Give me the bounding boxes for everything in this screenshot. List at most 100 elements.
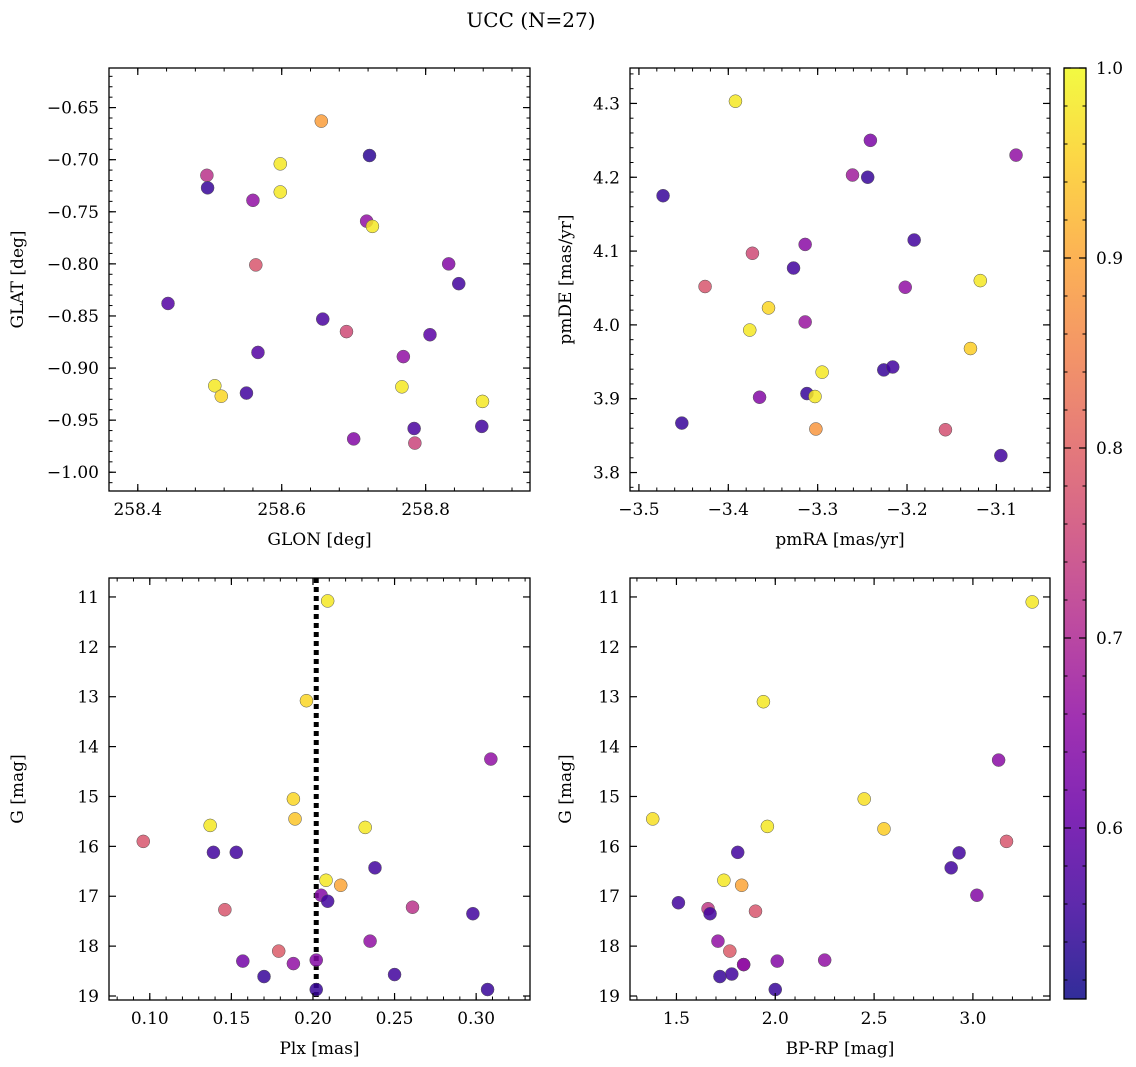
y-tick-label: 18 (77, 937, 99, 957)
y-tick-label: 4.3 (593, 94, 620, 114)
scatter-point (299, 693, 314, 708)
scatter-point (786, 261, 801, 275)
scatter-point (206, 845, 221, 860)
x-tick-label: 258.8 (401, 500, 450, 520)
x-tick-label: −3.5 (618, 500, 659, 520)
scatter-point (756, 694, 771, 709)
plot-area (109, 68, 530, 491)
scatter-point (944, 861, 958, 875)
plot-area (630, 578, 1050, 1000)
scatter-point (963, 341, 978, 356)
scatter-point (723, 944, 737, 958)
y-tick-label: 15 (598, 787, 620, 807)
colorbar-tick-label: 0.8 (1096, 439, 1123, 459)
scatter-point (815, 365, 829, 379)
scatter-point (339, 324, 354, 339)
y-tick-label: 4.1 (593, 242, 620, 262)
scatter-point (203, 818, 217, 833)
scatter-point (748, 904, 763, 918)
scatter-point (239, 386, 254, 400)
scatter-point (752, 390, 767, 404)
y-tick-label: 3.9 (593, 390, 620, 410)
y-axis-label: GLAT [deg] (8, 230, 28, 328)
y-tick-label: −0.85 (47, 307, 99, 327)
scatter-point (363, 934, 377, 948)
scatter-point (952, 846, 966, 860)
plots-layer: 258.4 258.6 258.8 −0.65 −0.70 −0.75 −0.80 −0.85… (8, 67, 1051, 1059)
y-tick-label: 12 (77, 638, 99, 658)
scatter-point (938, 422, 953, 437)
scatter-point (877, 822, 891, 836)
y-axis-label: pmDE [mas/yr] (556, 214, 576, 344)
scatter-point (742, 323, 757, 337)
scatter-point (407, 421, 421, 436)
scatter-point (452, 276, 466, 291)
scatter-point (711, 934, 725, 948)
scatter-point (257, 969, 271, 984)
scatter-point (200, 181, 215, 195)
scatter-point (991, 753, 1006, 767)
scatter-point (994, 448, 1008, 463)
scatter-point (1009, 148, 1023, 162)
y-tick-label: −0.95 (47, 411, 99, 431)
y-tick-label: 12 (598, 638, 620, 658)
scatter-point (703, 906, 717, 921)
colorbar-tick-label: 0.9 (1096, 249, 1123, 269)
x-tick-label: 0.20 (294, 1009, 332, 1029)
scatter-point (845, 168, 860, 182)
scatter-point (408, 436, 422, 450)
scatter-point (480, 982, 495, 997)
y-tick-label: 11 (598, 588, 620, 608)
scatter-point (798, 237, 812, 252)
scatter-point (405, 900, 420, 914)
scatter-point (423, 327, 437, 342)
x-axis-label: Plx [mas] (279, 1039, 359, 1059)
scatter-points (645, 595, 1039, 997)
scatter-point (745, 246, 760, 261)
y-tick-label: 15 (77, 787, 99, 807)
scatter-panel-2: −3.5 −3.4 −3.3 −3.2 −3.1 3.8 3.9 4.0 4.1 4.2 4.3 pm… (556, 67, 1051, 550)
scatter-point (161, 296, 175, 311)
x-axis-label: BP-RP [mag] (786, 1039, 895, 1059)
scatter-points (136, 594, 498, 997)
scatter-point (798, 315, 812, 329)
scatter-point (286, 792, 301, 806)
y-tick-label: 3.8 (593, 464, 620, 484)
scatter-point (214, 389, 229, 403)
y-tick-label: −0.75 (47, 203, 99, 223)
scatter-point (698, 279, 712, 294)
y-tick-label: 13 (77, 688, 99, 708)
axes-frame (629, 577, 1051, 1001)
scatter-point (817, 953, 832, 967)
scatter-point (736, 957, 751, 972)
axes-frame (108, 577, 531, 1001)
x-tick-label: 3.0 (959, 1009, 986, 1029)
scatter-point (273, 157, 288, 171)
y-tick-label: −0.90 (47, 359, 99, 379)
scatter-point (761, 301, 776, 315)
scatter-point (770, 954, 784, 968)
scatter-point (309, 982, 323, 997)
scatter-point (395, 380, 409, 394)
x-tick-label: 0.15 (212, 1009, 250, 1029)
x-tick-label: 2.0 (762, 1009, 789, 1029)
scatter-point (309, 953, 323, 967)
scatter-points (161, 114, 490, 450)
scatter-panel-4: 1.5 2.0 2.5 3.0 11 12 13 14 15 16 17 18 19 BP-RP [mag… (556, 577, 1051, 1059)
scatter-point (713, 969, 727, 984)
scatter-point (271, 944, 286, 958)
figure-title: UCC (N=27) (466, 8, 595, 32)
scatter-point (885, 360, 900, 374)
scatter-point (645, 812, 660, 826)
plot-area (109, 578, 530, 1000)
scatter-point (314, 114, 329, 128)
scatter-point (236, 954, 250, 968)
x-tick-label: −3.2 (886, 500, 927, 520)
y-tick-label: −0.80 (47, 255, 99, 275)
scatter-point (251, 345, 265, 360)
scatter-point (136, 834, 151, 849)
scatter-point (907, 233, 921, 247)
scatter-point (362, 148, 377, 163)
scatter-point (717, 873, 731, 888)
